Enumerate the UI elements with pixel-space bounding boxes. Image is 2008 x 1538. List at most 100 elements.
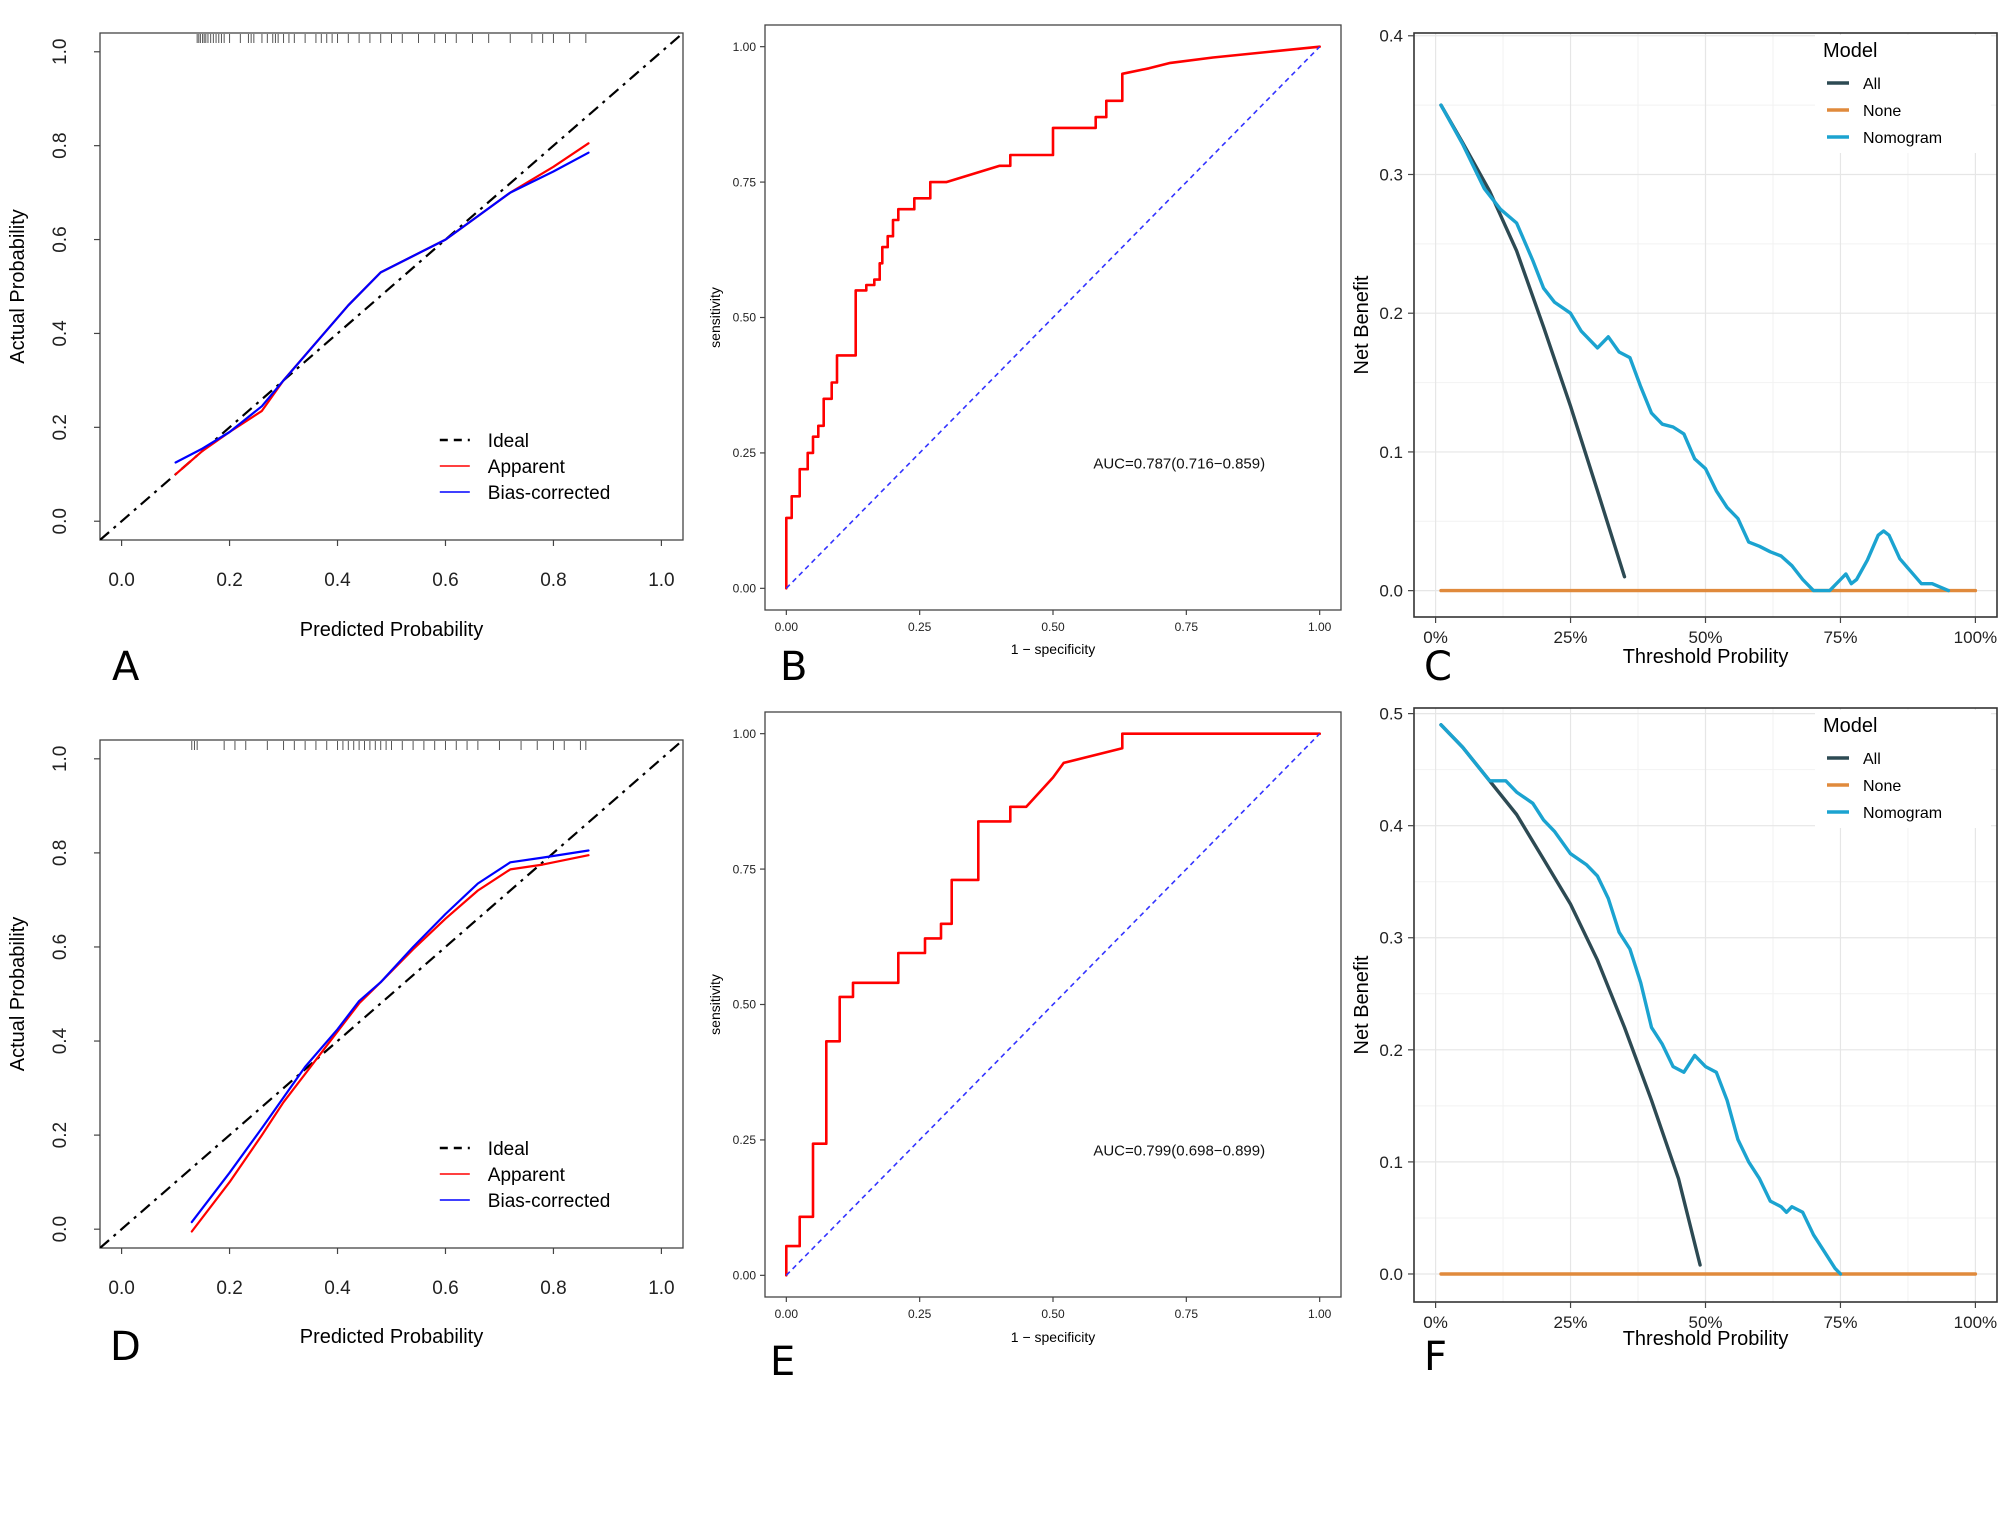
legend-label: Ideal — [488, 1139, 529, 1160]
series-all — [1439, 103, 1627, 579]
y-axis-label: sensitivity — [707, 974, 723, 1035]
y-tick-label: 0.1 — [1379, 443, 1403, 462]
panel-e: 0.00 0.25 0.50 0.75 1.00 0.00 0.25 0.50 0.75 1.00… — [707, 711, 1342, 1385]
x-axis: 0.0 0.2 0.4 0.6 0.8 1.0 — [108, 1248, 675, 1299]
x-tick-label: 0.2 — [216, 1278, 242, 1299]
x-tick-label: 0.50 — [1041, 620, 1065, 634]
y-tick-label: 0.25 — [733, 446, 757, 460]
roc-curve — [784, 732, 1321, 1277]
y-tick-label: 0.3 — [1379, 929, 1403, 948]
y-tick-label: 0.00 — [733, 1269, 757, 1283]
roc-curve — [784, 45, 1321, 590]
legend-background — [1815, 710, 1991, 828]
y-tick-label: 0.4 — [50, 320, 71, 347]
series-nomogram — [1439, 723, 1843, 1276]
panel-letter: F — [1424, 1334, 1447, 1380]
x-tick-label: 0.4 — [324, 570, 351, 591]
y-tick-label: 1.0 — [50, 746, 71, 772]
x-tick-label: 100% — [1954, 628, 1997, 647]
y-tick-label: 1.00 — [733, 40, 757, 54]
panel-b: 0.00 0.25 0.50 0.75 1.00 0.00 0.25 0.50 0.75 1.00… — [707, 24, 1342, 690]
legend: Model All None Nomogram — [1815, 710, 1991, 828]
y-tick-label: 0.2 — [50, 1122, 71, 1148]
x-tick-label: 0.4 — [324, 1278, 351, 1299]
y-tick-label: 0.50 — [733, 311, 757, 325]
legend-title: Model — [1823, 715, 1877, 737]
series-group — [784, 732, 1321, 1277]
series-bias-corrected — [174, 151, 590, 464]
legend-label: None — [1863, 103, 1901, 120]
y-tick-label: 0.4 — [50, 1027, 71, 1054]
x-tick-label: 0.75 — [1175, 620, 1199, 634]
x-tick-label: 0% — [1423, 1313, 1448, 1332]
y-tick-label: 0.0 — [1379, 1265, 1403, 1284]
x-tick-label: 0% — [1423, 628, 1448, 647]
x-axis: 0.00 0.25 0.50 0.75 1.00 — [775, 1297, 1332, 1321]
y-tick-label: 0.0 — [50, 1216, 71, 1242]
y-tick-label: 0.25 — [733, 1133, 757, 1147]
panel-letter: A — [112, 644, 140, 690]
x-tick-label: 25% — [1554, 1313, 1588, 1332]
x-tick-label: 0.50 — [1041, 1307, 1065, 1321]
y-tick-label: 0.0 — [1379, 582, 1403, 601]
legend-label: Apparent — [488, 457, 566, 478]
y-tick-label: 0.75 — [733, 862, 757, 876]
y-tick-label: 0.00 — [733, 582, 757, 596]
legend-label: All — [1863, 751, 1881, 768]
legend: Ideal Apparent Bias-corrected — [439, 431, 610, 504]
plot-frame — [99, 32, 684, 541]
y-axis: 0.0 0.2 0.4 0.6 0.8 1.0 — [50, 39, 100, 534]
y-axis-label: Net Benefit — [1351, 955, 1373, 1054]
y-tick-label: 0.6 — [50, 226, 71, 252]
y-axis-label: Actual Probability — [7, 917, 29, 1072]
x-axis-label: 1 − specificity — [1011, 1329, 1095, 1345]
x-axis-label: Threshold Probility — [1623, 1328, 1789, 1350]
x-axis: 0.0 0.2 0.4 0.6 0.8 1.0 — [108, 540, 675, 591]
y-tick-label: 0.2 — [50, 414, 71, 440]
plot-frame — [99, 739, 684, 1249]
x-tick-label: 0.00 — [775, 620, 799, 634]
y-axis: 0.00 0.25 0.50 0.75 1.00 — [733, 727, 765, 1283]
panel-letter: C — [1424, 644, 1452, 690]
y-axis: 0.00 0.25 0.50 0.75 1.00 — [733, 40, 765, 596]
panel-letter: D — [110, 1324, 141, 1370]
reference-diagonal — [785, 733, 1321, 1276]
y-axis-label: Actual Probability — [7, 209, 29, 364]
panel-d: 0.0 0.2 0.4 0.6 0.8 1.0 0.0 0.2 0.4 0.6 0.8 1.0 Pred… — [7, 739, 684, 1370]
legend-label: Nomogram — [1863, 805, 1942, 822]
panel-letter: B — [780, 644, 807, 690]
legend-label: None — [1863, 778, 1901, 795]
x-tick-label: 0.00 — [775, 1307, 799, 1321]
rug — [191, 741, 587, 750]
x-tick-label: 0.25 — [908, 1307, 932, 1321]
x-tick-label: 1.0 — [648, 1278, 674, 1299]
x-axis: 0% 25% 50% 75% 100% — [1423, 1302, 1997, 1332]
legend-label: Apparent — [488, 1165, 566, 1186]
legend-title: Model — [1823, 40, 1877, 62]
legend: Ideal Apparent Bias-corrected — [439, 1139, 611, 1212]
auc-annotation: AUC=0.787(0.716−0.859) — [1093, 456, 1265, 473]
series-group — [1439, 103, 1978, 593]
legend: Model All None Nomogram — [1815, 35, 1991, 153]
x-tick-label: 100% — [1954, 1313, 1997, 1332]
y-tick-label: 0.75 — [733, 175, 757, 189]
panel-letter: E — [770, 1339, 795, 1385]
y-tick-label: 0.6 — [50, 934, 71, 960]
series-group — [100, 740, 683, 1248]
y-axis: 0.0 0.1 0.2 0.3 0.4 — [1379, 27, 1414, 601]
y-tick-label: 0.2 — [1379, 1041, 1403, 1060]
x-tick-label: 0.6 — [432, 1278, 458, 1299]
legend-label: Bias-corrected — [488, 1191, 611, 1212]
series-bias-corrected — [190, 849, 590, 1224]
panel-f: 0% 25% 50% 75% 100% 0.0 0.1 0.2 0.3 0.4 0.5 Thresho… — [1351, 705, 1998, 1380]
y-tick-label: 0.4 — [1379, 817, 1403, 836]
series-nomogram — [1439, 103, 1951, 593]
auc-annotation: AUC=0.799(0.698−0.899) — [1093, 1143, 1265, 1160]
y-tick-label: 0.8 — [50, 132, 71, 158]
legend-label: All — [1863, 76, 1881, 93]
x-tick-label: 1.00 — [1308, 1307, 1332, 1321]
x-tick-label: 0.2 — [216, 570, 242, 591]
x-tick-label: 1.00 — [1308, 620, 1332, 634]
panel-c: 0% 25% 50% 75% 100% 0.0 0.1 0.2 0.3 0.4 Threshold … — [1351, 27, 1998, 690]
